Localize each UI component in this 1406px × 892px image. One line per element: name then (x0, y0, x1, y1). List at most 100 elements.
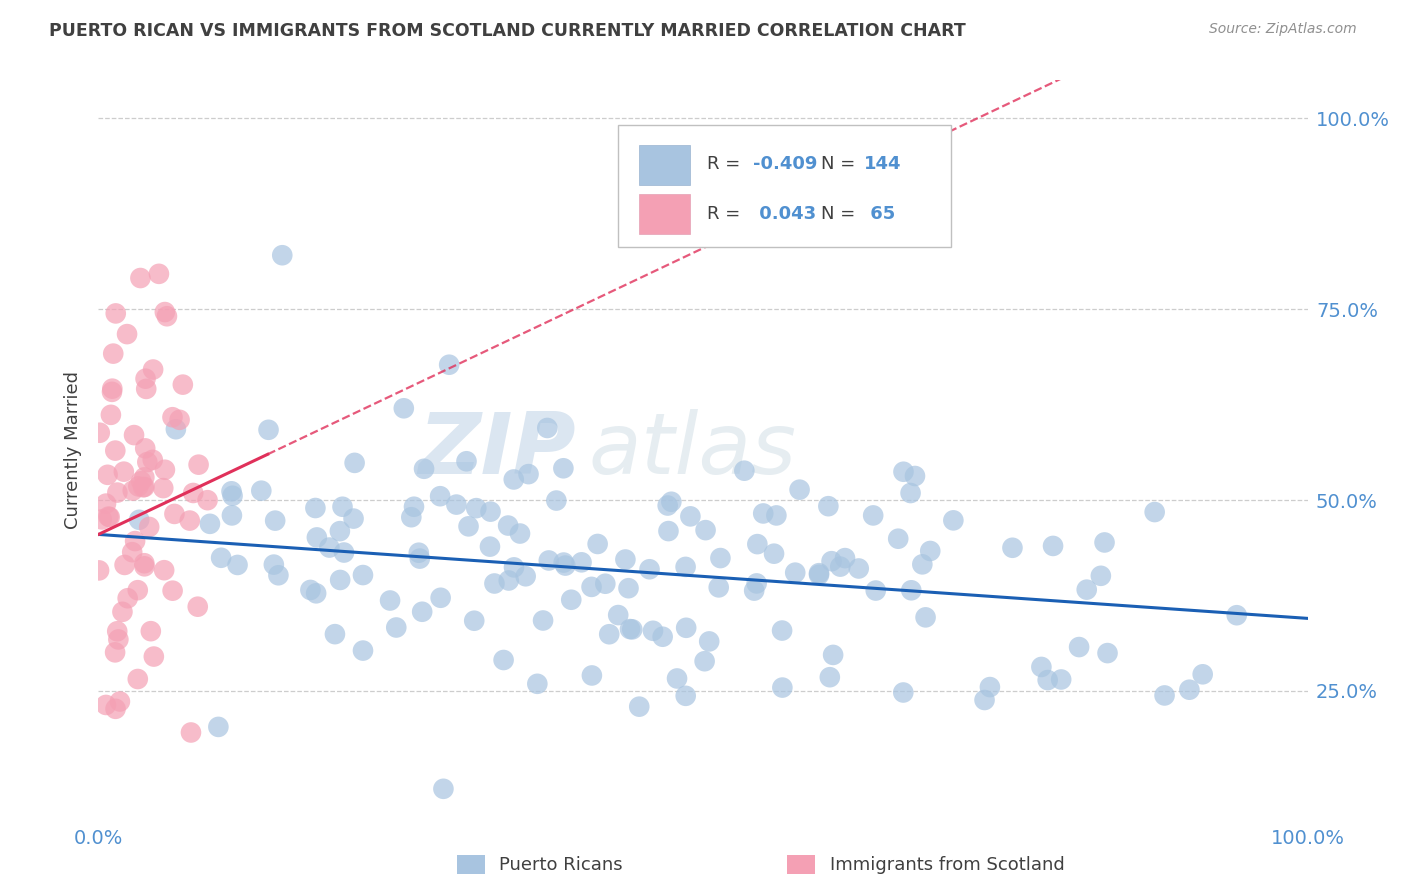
Point (979, 680, 1001, 694)
Point (129, 271, 152, 285)
Point (209, 550, 232, 565)
Point (537, 553, 560, 567)
Point (94, 698, 117, 712)
Point (659, 495, 682, 509)
Text: ZIP: ZIP (419, 409, 576, 492)
Point (198, 516, 221, 531)
Point (1090, 569, 1112, 583)
Point (104, 306, 127, 320)
Point (679, 509, 702, 524)
Point (101, 384, 124, 399)
Point (887, 532, 910, 546)
Point (808, 566, 831, 581)
Point (651, 630, 673, 644)
Point (187, 458, 209, 472)
Point (911, 558, 934, 572)
Point (617, 581, 640, 595)
Point (128, 513, 150, 527)
Point (823, 648, 845, 662)
Text: -0.409: -0.409 (752, 155, 817, 173)
Point (675, 689, 697, 703)
Point (581, 580, 603, 594)
Point (156, 310, 179, 324)
Point (153, 463, 176, 477)
Point (329, 524, 352, 538)
Point (89, 425, 111, 440)
Point (1178, 682, 1201, 697)
Point (250, 483, 273, 498)
Point (457, 519, 479, 533)
Point (107, 632, 129, 647)
Point (1001, 541, 1024, 555)
Point (180, 725, 202, 739)
Point (401, 510, 423, 524)
Point (503, 560, 526, 574)
Point (834, 551, 856, 566)
Point (135, 382, 157, 396)
Point (619, 622, 641, 636)
Point (142, 362, 165, 376)
Point (163, 507, 186, 521)
Point (134, 470, 156, 484)
Point (456, 454, 478, 468)
Point (165, 422, 187, 436)
Point (465, 501, 488, 516)
Point (554, 558, 576, 573)
Point (139, 624, 162, 639)
Text: N =: N = (821, 155, 862, 173)
Point (818, 670, 841, 684)
Point (536, 421, 558, 435)
Point (127, 672, 149, 686)
Point (413, 462, 436, 476)
Point (267, 568, 290, 582)
Point (104, 702, 127, 716)
Point (920, 544, 942, 558)
Point (763, 547, 786, 561)
Point (221, 484, 243, 499)
Point (332, 500, 354, 514)
Point (122, 428, 145, 442)
Text: 65: 65 (863, 204, 896, 222)
Point (707, 580, 730, 594)
Point (134, 480, 156, 494)
Point (343, 456, 366, 470)
Point (385, 620, 408, 634)
Point (893, 465, 915, 479)
Point (323, 627, 346, 641)
Point (197, 493, 219, 508)
Point (1076, 582, 1098, 597)
Point (271, 248, 294, 262)
Point (553, 461, 575, 475)
Point (785, 566, 807, 580)
Point (352, 643, 374, 657)
Point (87, 563, 110, 577)
Point (586, 537, 609, 551)
Point (900, 486, 922, 500)
Point (808, 567, 831, 582)
Point (900, 583, 922, 598)
Point (1036, 673, 1059, 687)
Point (492, 653, 515, 667)
Point (745, 576, 768, 591)
Point (305, 586, 328, 600)
Point (862, 508, 884, 523)
Point (657, 524, 679, 538)
Point (747, 537, 769, 551)
Point (666, 672, 689, 686)
Point (479, 505, 502, 519)
Point (318, 541, 340, 555)
Point (638, 562, 661, 576)
Point (162, 410, 184, 425)
Point (108, 694, 131, 708)
Text: R =: R = (707, 155, 745, 173)
Point (221, 489, 243, 503)
Point (770, 681, 793, 695)
Point (105, 624, 128, 639)
Point (103, 346, 125, 360)
Point (1153, 689, 1175, 703)
Point (657, 499, 679, 513)
Point (942, 513, 965, 527)
Point (675, 560, 697, 574)
Text: 0.043: 0.043 (752, 204, 815, 222)
Point (598, 627, 620, 641)
